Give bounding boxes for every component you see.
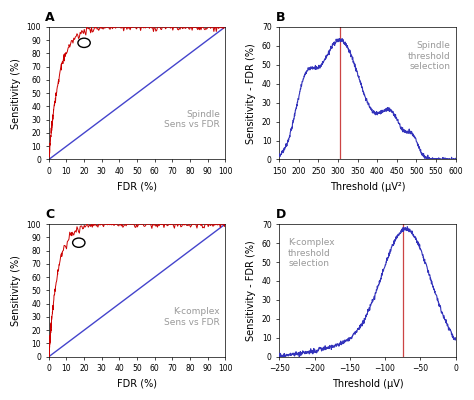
Text: D: D [276,208,286,222]
Text: B: B [276,11,285,24]
X-axis label: Threshold (μV²): Threshold (μV²) [329,182,405,192]
Text: Spindle
Sens vs FDR: Spindle Sens vs FDR [164,110,220,130]
Text: Spindle
threshold
selection: Spindle threshold selection [408,41,450,71]
X-axis label: FDR (%): FDR (%) [117,379,157,389]
Text: K-complex
threshold
selection: K-complex threshold selection [288,238,335,268]
Y-axis label: Sensitivity - FDR (%): Sensitivity - FDR (%) [246,43,256,144]
X-axis label: FDR (%): FDR (%) [117,182,157,192]
Text: A: A [46,11,55,24]
Text: C: C [46,208,55,222]
Text: K-complex
Sens vs FDR: K-complex Sens vs FDR [164,307,220,327]
X-axis label: Threshold (μV): Threshold (μV) [332,379,403,389]
Y-axis label: Sensitivity - FDR (%): Sensitivity - FDR (%) [246,240,256,341]
Y-axis label: Sensitivity (%): Sensitivity (%) [11,255,21,326]
Y-axis label: Sensitivity (%): Sensitivity (%) [11,58,21,129]
